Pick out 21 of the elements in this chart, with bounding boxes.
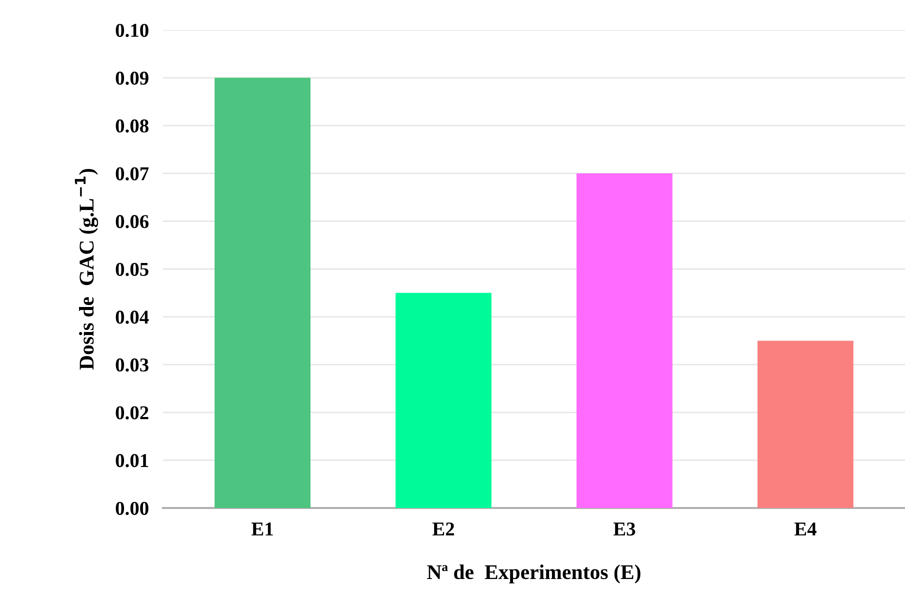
bar — [214, 78, 310, 508]
y-tick-label: 0.06 — [116, 215, 149, 228]
x-axis-title: Nª de Experimentos (E) — [427, 564, 640, 584]
y-tick-label: 0.05 — [116, 262, 148, 276]
y-tick-label: 0.01 — [116, 454, 148, 468]
y-tick-label: 0.07 — [116, 167, 149, 180]
y-tick-label: 0.03 — [116, 358, 148, 372]
y-axis-title: Dosis de GAC (g.L$^{−1}$) — [74, 169, 98, 370]
y-tick-label: 0.02 — [116, 406, 148, 420]
y-tick-label: 0.00 — [116, 502, 148, 516]
x-tick-label: E2 — [432, 522, 454, 536]
x-tick-label: E4 — [794, 522, 816, 536]
y-tick-label: 0.09 — [116, 72, 148, 85]
x-tick-label: E1 — [252, 522, 273, 536]
bar — [576, 173, 672, 508]
x-tick-label: E3 — [613, 522, 636, 536]
bar — [758, 340, 854, 508]
y-tick-label: 0.08 — [116, 119, 148, 133]
y-tick-label: 0.10 — [116, 24, 148, 38]
bar — [396, 292, 492, 508]
y-tick-label: 0.04 — [116, 310, 149, 324]
